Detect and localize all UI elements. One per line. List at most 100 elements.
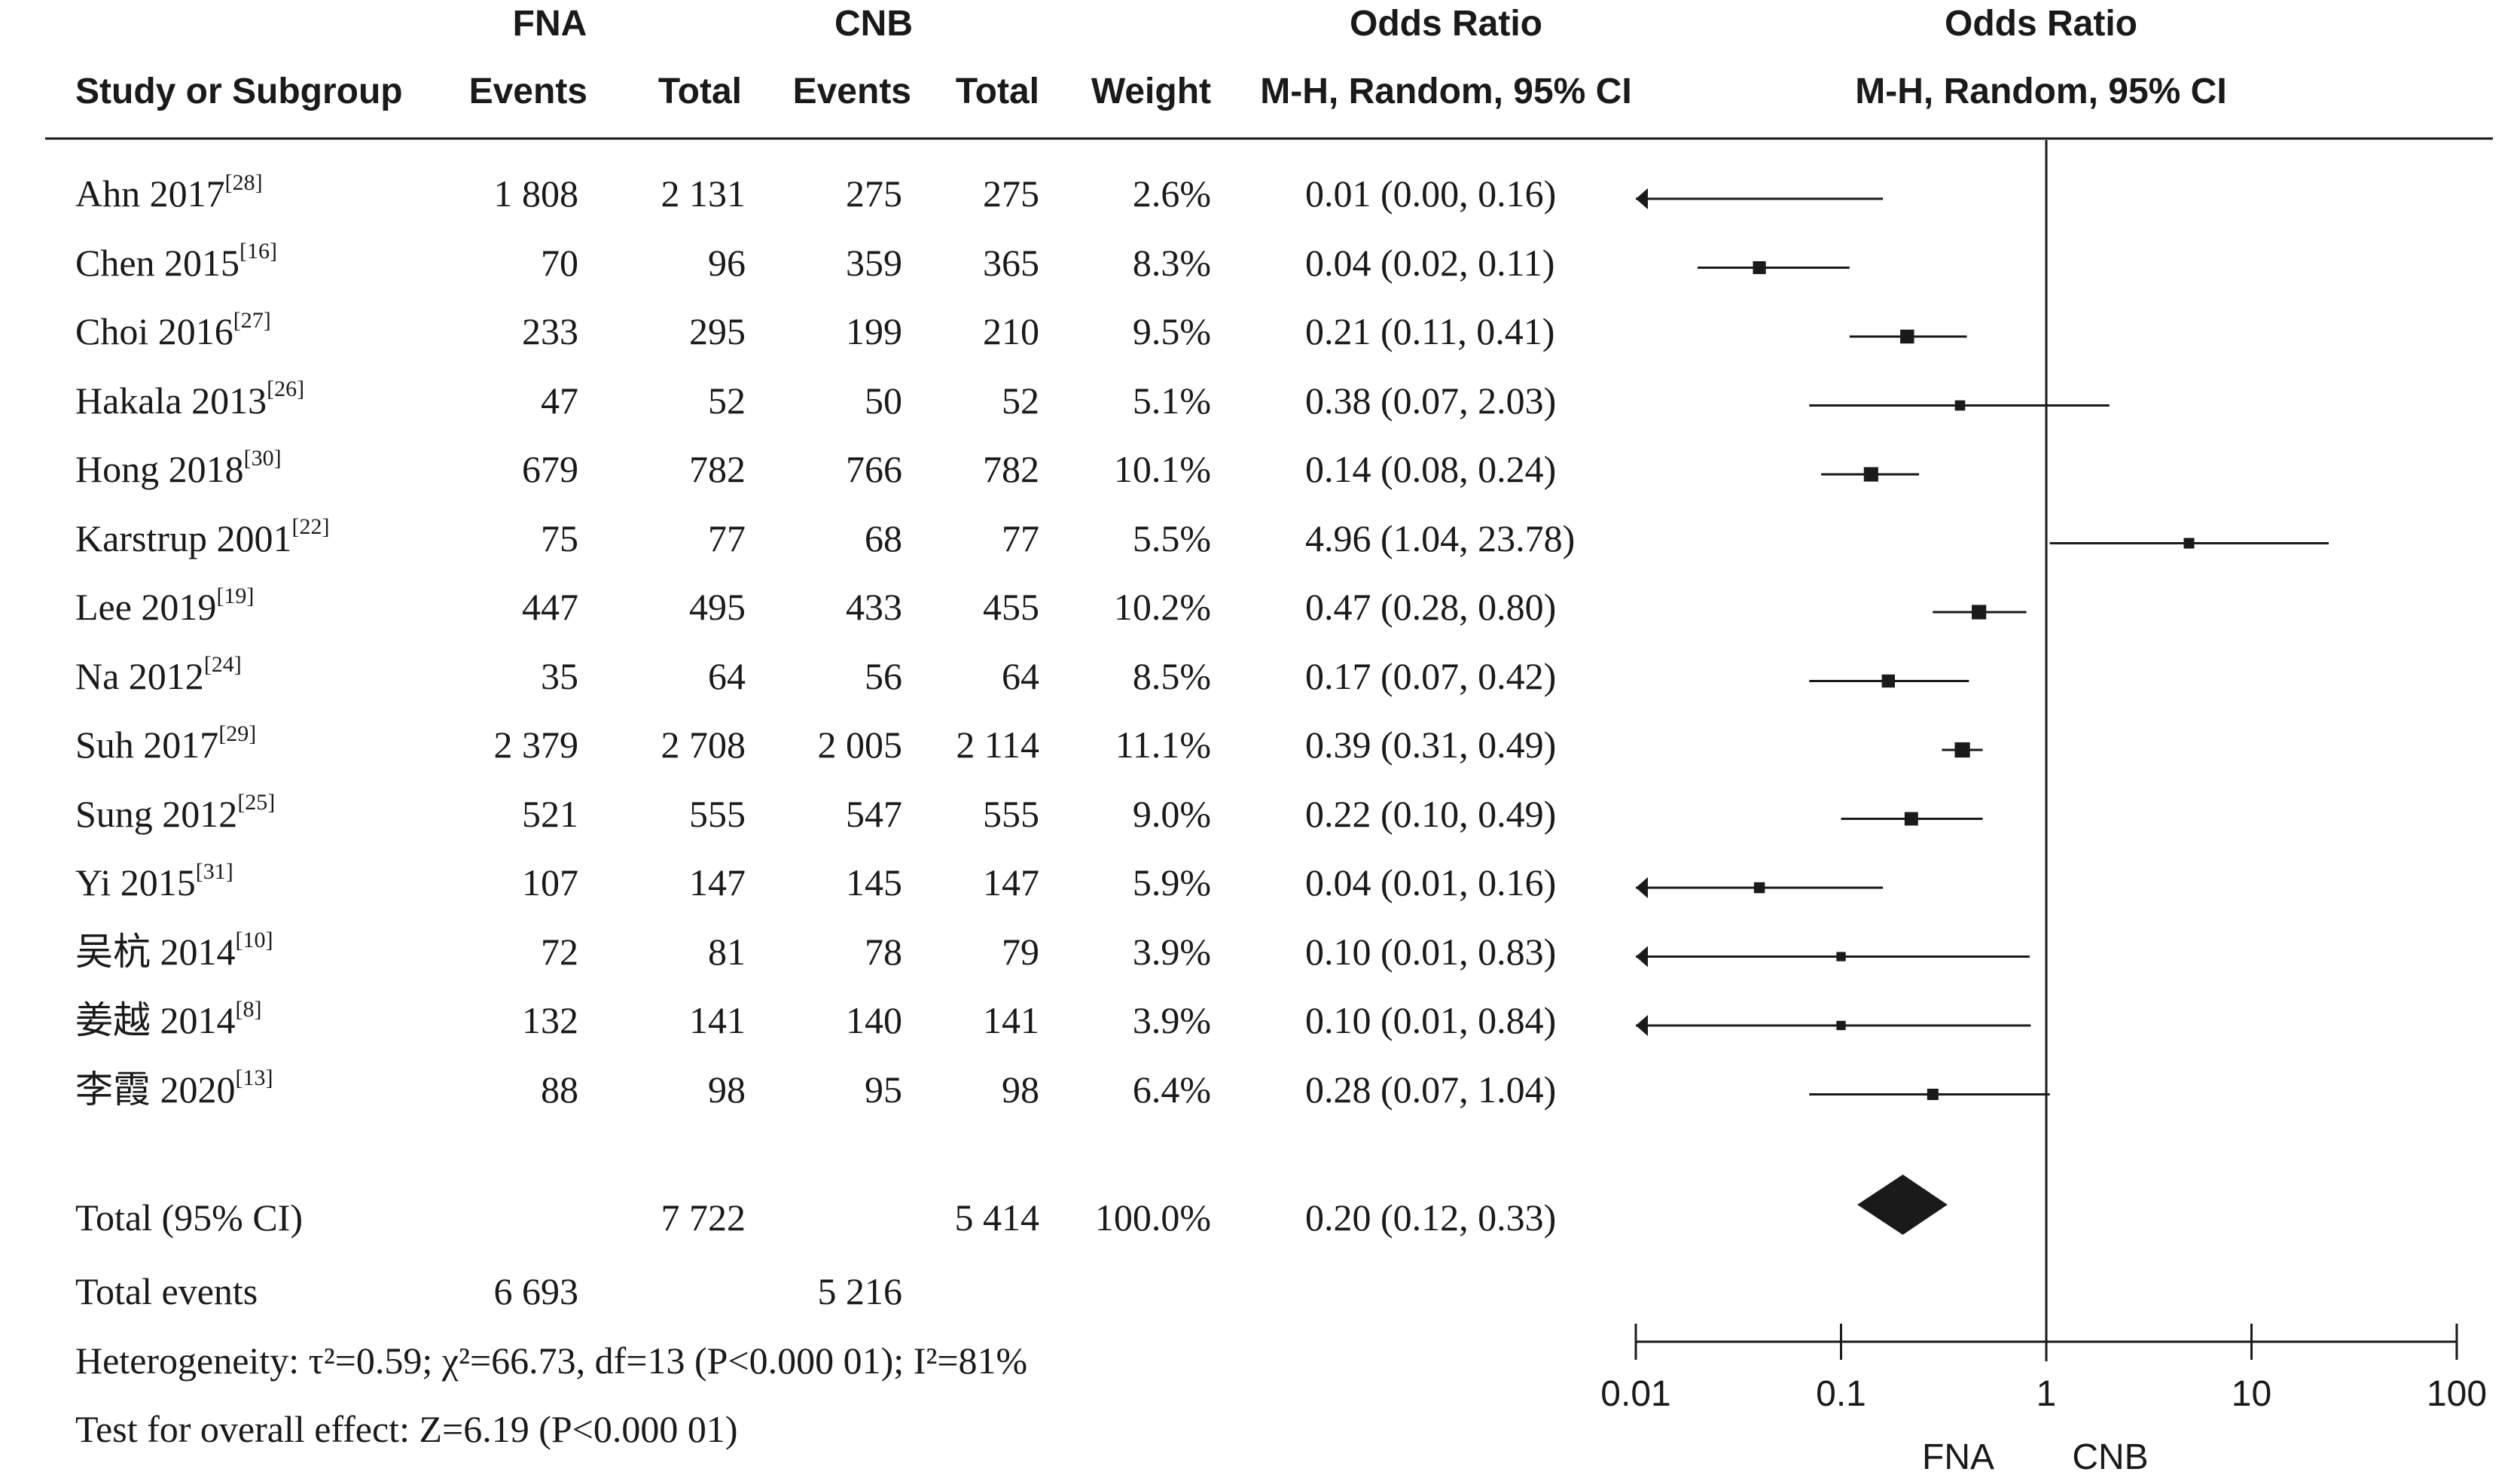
weight: 5.5%	[1132, 517, 1211, 559]
cnb-events: 275	[846, 172, 902, 215]
study-reference: [13]	[235, 1065, 273, 1090]
cnb-total-header: Total	[955, 72, 1039, 111]
weight: 5.9%	[1132, 861, 1211, 904]
point-estimate	[1881, 674, 1895, 688]
cnb-total: 275	[983, 172, 1039, 215]
fna-events: 47	[541, 379, 578, 422]
point-estimate	[1972, 605, 1987, 620]
fna-total: 295	[689, 310, 746, 352]
fna-total: 96	[708, 241, 746, 284]
cnb-events: 766	[846, 448, 902, 490]
fna-events: 132	[522, 999, 578, 1041]
weight: 8.3%	[1132, 241, 1211, 284]
study-reference: [31]	[195, 858, 233, 884]
weight: 3.9%	[1132, 930, 1211, 973]
study-name: Na 2012[24]	[75, 654, 242, 697]
ci-arrow	[1636, 877, 1648, 898]
study-label: Yi 2015	[75, 861, 196, 904]
fna-events: 233	[522, 310, 578, 352]
study-label: Hong 2018	[75, 448, 244, 490]
group2-header: CNB	[834, 4, 913, 44]
total-label: Total (95% CI)	[75, 1196, 303, 1239]
plot-title: Odds Ratio	[1944, 4, 2137, 44]
weight: 9.5%	[1132, 310, 1211, 352]
study-label: Suh 2017	[75, 724, 219, 766]
study-label: 吴杭 2014	[75, 930, 236, 973]
study-name: Choi 2016[27]	[75, 309, 271, 350]
total-weight: 100.0%	[1094, 1196, 1211, 1239]
weight-header: Weight	[1091, 72, 1211, 111]
cnb-total: 79	[1002, 930, 1039, 973]
study-ci: 0.38 (0.07, 2.03)	[1305, 379, 1557, 422]
ci-arrow	[1636, 946, 1648, 968]
fna-events: 72	[541, 930, 578, 973]
fna-total: 52	[708, 379, 746, 422]
fna-total: 555	[689, 792, 746, 835]
fna-total: 98	[708, 1068, 746, 1111]
study-reference: [10]	[235, 928, 273, 952]
study-name: 吴杭 2014[10]	[75, 929, 273, 973]
weight: 2.6%	[1132, 172, 1211, 215]
fna-total: 2 708	[661, 724, 746, 766]
ci-arrow	[1636, 188, 1648, 209]
axis-tick-label: 100	[2426, 1374, 2488, 1414]
heterogeneity-text: Heterogeneity: τ²=0.59; χ²=66.73, df=13 …	[75, 1339, 1028, 1382]
fna-total: 2 131	[661, 172, 746, 215]
fna-events: 521	[522, 792, 578, 835]
cnb-events: 433	[846, 586, 902, 628]
cnb-events: 145	[846, 861, 902, 904]
study-reference: [28]	[224, 169, 263, 195]
study-ci: 0.47 (0.28, 0.80)	[1305, 586, 1557, 628]
cnb-total: 555	[983, 792, 1039, 835]
weight: 10.2%	[1113, 586, 1211, 628]
cnb-total: 77	[1002, 517, 1039, 559]
cnb-events: 359	[846, 241, 902, 284]
cnb-events: 2 005	[817, 724, 903, 766]
fna-events: 679	[522, 448, 578, 490]
cnb-total: 210	[983, 310, 1039, 352]
study-reference: [22]	[291, 514, 330, 539]
point-estimate	[1863, 467, 1878, 482]
study-label: Lee 2019	[75, 586, 217, 628]
study-reference: [26]	[267, 376, 305, 401]
study-column-header: Study or Subgroup	[75, 72, 403, 111]
study-label: Chen 2015	[75, 241, 240, 284]
weight: 8.5%	[1132, 654, 1211, 697]
point-estimate	[1927, 1088, 1939, 1101]
study-reference: [30]	[243, 445, 282, 471]
point-estimate	[1954, 742, 1970, 758]
study-ci: 0.22 (0.10, 0.49)	[1305, 792, 1557, 835]
point-estimate	[1836, 1020, 1846, 1031]
fna-total: 147	[689, 861, 746, 904]
study-label: 姜越 2014	[75, 999, 236, 1041]
fna-events: 107	[522, 861, 578, 904]
weight: 9.0%	[1132, 792, 1211, 835]
fna-events: 2 379	[493, 724, 579, 766]
study-reference: [25]	[237, 790, 276, 815]
fna-events-header: Events	[468, 72, 587, 111]
point-estimate	[1904, 812, 1918, 826]
fna-events: 88	[541, 1068, 578, 1111]
study-reference: [19]	[216, 583, 255, 608]
axis-tick-label: 1	[2036, 1374, 2057, 1414]
fna-total: 495	[689, 586, 746, 628]
cnb-total: 64	[1002, 654, 1039, 697]
study-ci: 0.04 (0.01, 0.16)	[1305, 861, 1557, 904]
study-label: Na 2012	[75, 654, 204, 697]
study-ci: 0.14 (0.08, 0.24)	[1305, 448, 1557, 490]
total-cnb: 5 414	[954, 1196, 1040, 1239]
study-label: Hakala 2013	[75, 379, 267, 422]
fna-total: 81	[708, 930, 746, 973]
fna-events: 35	[541, 654, 578, 697]
study-name: Hong 2018[30]	[75, 446, 282, 490]
study-name: 姜越 2014[8]	[75, 998, 261, 1041]
plot-method-header: M-H, Random, 95% CI	[1855, 72, 2227, 111]
study-reference: [29]	[218, 721, 257, 746]
weight: 11.1%	[1115, 724, 1211, 766]
total-ci: 0.20 (0.12, 0.33)	[1305, 1196, 1557, 1239]
fna-total: 64	[708, 654, 746, 697]
cnb-events: 140	[846, 999, 902, 1041]
study-name: Yi 2015[31]	[75, 860, 233, 904]
weight: 10.1%	[1113, 448, 1211, 490]
